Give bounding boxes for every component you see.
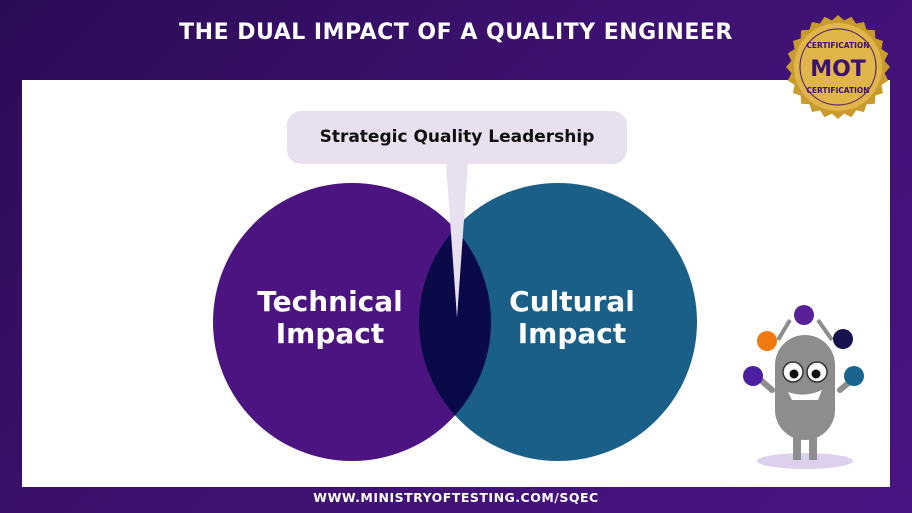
- page-title: THE DUAL IMPACT OF A QUALITY ENGINEER: [179, 20, 733, 45]
- badge-face: [794, 23, 882, 111]
- cultural-impact-line2: Impact: [517, 317, 627, 350]
- technical-impact-line1: Technical: [257, 285, 403, 318]
- badge-text-bottom: CERTIFICATION: [806, 86, 869, 95]
- technical-impact-circle: [213, 183, 491, 461]
- certification-badge: CERTIFICATION MOT CERTIFICATION: [786, 15, 890, 119]
- juggling-mascot-illustration: [743, 305, 864, 469]
- technical-impact-line2: Impact: [275, 317, 385, 350]
- cultural-impact-circle: [419, 183, 697, 461]
- cultural-impact-label: Cultural Impact: [472, 286, 672, 350]
- cultural-impact-line1: Cultural: [509, 285, 635, 318]
- callout-bubble: [287, 111, 627, 164]
- technical-impact-label: Technical Impact: [230, 286, 430, 350]
- callout-label: Strategic Quality Leadership: [319, 127, 595, 147]
- badge-text-top: CERTIFICATION: [806, 41, 869, 50]
- footer-url: WWW.MINISTRYOFTESTING.COM/SQEC: [313, 490, 599, 505]
- badge-logo: MOT: [810, 57, 866, 82]
- callout-tail: [446, 163, 468, 318]
- badge-ring: [799, 28, 877, 106]
